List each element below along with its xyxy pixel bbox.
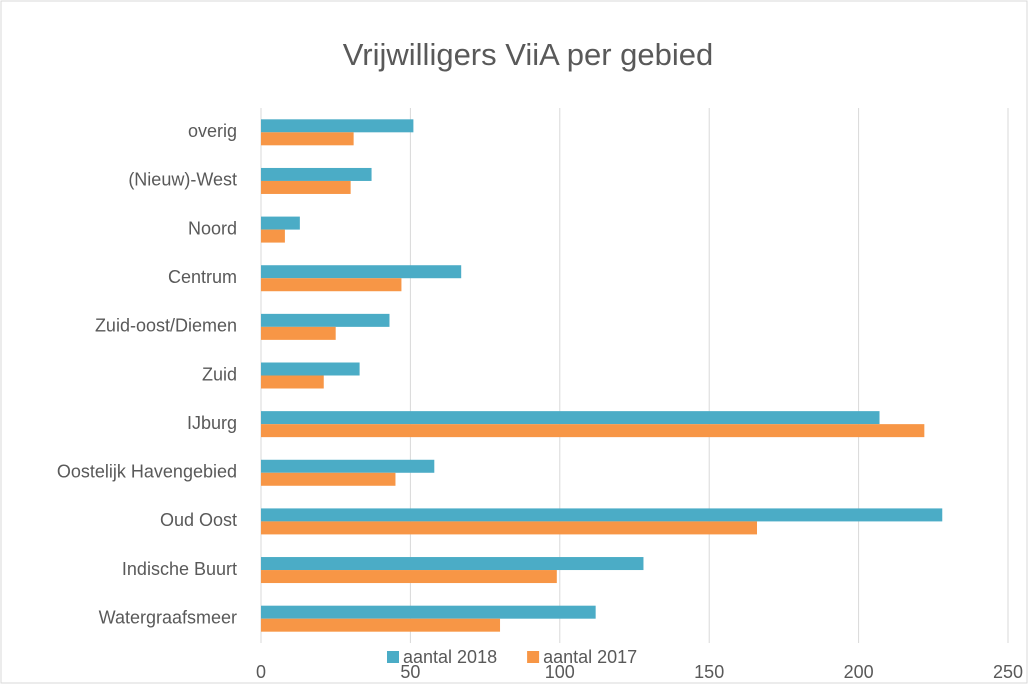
y-tick-label: overig [188, 121, 237, 141]
y-tick-label: Oostelijk Havengebied [57, 462, 237, 482]
bar [261, 459, 435, 473]
x-tick-label: 0 [256, 662, 266, 682]
y-tick-label: Zuid-oost/Diemen [95, 316, 237, 336]
legend-label: aantal 2018 [403, 647, 497, 667]
bar [261, 119, 414, 133]
y-tick-label: Oud Oost [160, 510, 237, 530]
bar [261, 167, 372, 181]
bar [261, 180, 351, 194]
bar [261, 375, 324, 389]
bar [261, 557, 644, 571]
bar [261, 132, 354, 146]
y-tick-label: Watergraafsmeer [99, 607, 237, 627]
legend-swatch [387, 651, 399, 663]
bar [261, 508, 943, 522]
x-tick-label: 100 [545, 662, 575, 682]
bar [261, 229, 285, 243]
bar [261, 472, 396, 486]
bar [261, 570, 557, 584]
x-tick-label: 200 [844, 662, 874, 682]
y-tick-label: (Nieuw)-West [128, 170, 237, 190]
bar [261, 605, 596, 619]
bar [261, 618, 501, 632]
y-tick-label: Zuid [202, 364, 237, 384]
bar [261, 313, 390, 327]
chart-title: Vrijwilligers ViiA per gebied [343, 37, 713, 72]
y-tick-label: Indische Buurt [122, 559, 237, 579]
y-tick-label: Noord [188, 218, 237, 238]
legend-label: aantal 2017 [543, 647, 637, 667]
bar [261, 326, 336, 340]
bar [261, 278, 402, 292]
y-tick-label: IJburg [187, 413, 237, 433]
bar [261, 411, 880, 425]
x-tick-label: 50 [400, 662, 420, 682]
bar [261, 424, 925, 438]
x-tick-label: 150 [694, 662, 724, 682]
legend-swatch [527, 651, 540, 663]
x-tick-label: 250 [993, 662, 1023, 682]
bar [261, 362, 360, 376]
y-tick-label: Centrum [168, 267, 237, 287]
bar [261, 521, 758, 535]
bar [261, 265, 462, 279]
bar [261, 216, 300, 230]
